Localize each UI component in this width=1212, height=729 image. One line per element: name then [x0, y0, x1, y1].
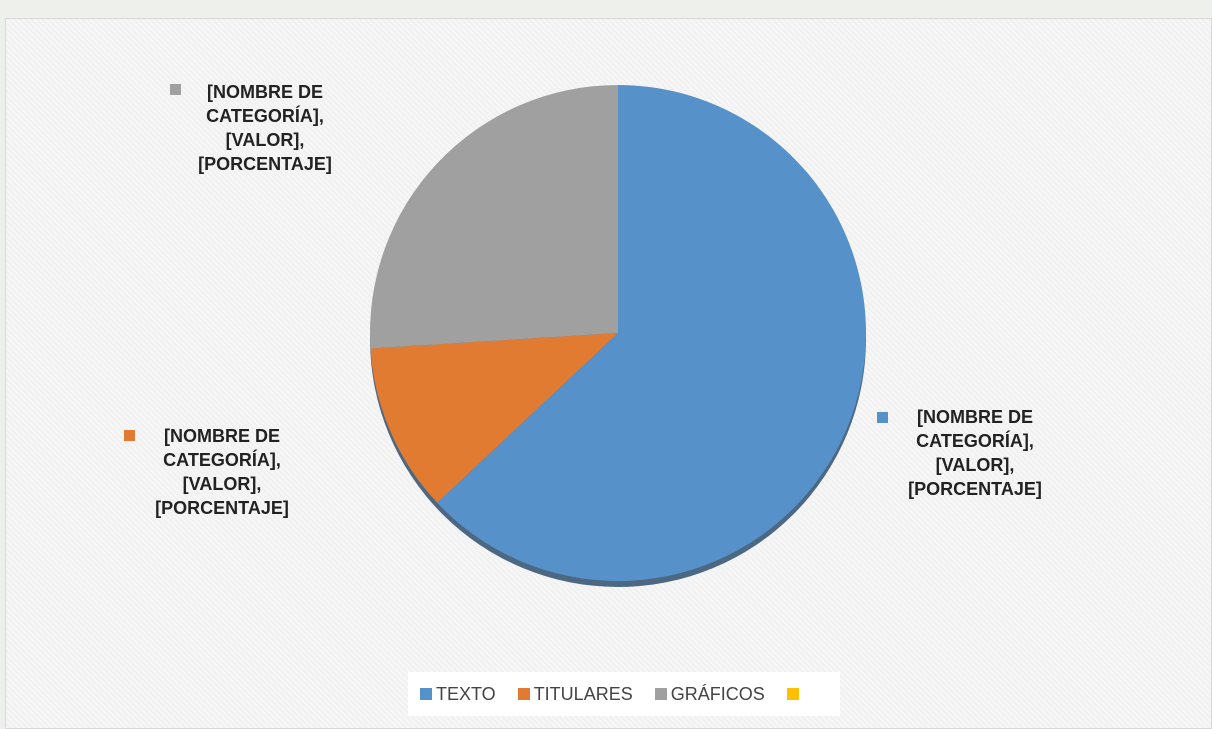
label-swatch [170, 84, 181, 95]
legend-swatch [420, 688, 432, 700]
legend-swatch [786, 688, 799, 700]
legend-label: TEXTO [436, 684, 496, 704]
legend-swatch [654, 688, 667, 700]
pie-slice [437, 85, 867, 581]
legend-label: TITULARES [533, 684, 633, 704]
legend-swatch [517, 688, 530, 700]
label-swatch [124, 430, 135, 441]
legend: TEXTO TITULARES GRÁFICOS [408, 672, 840, 716]
legend-label: GRÁFICOS [670, 684, 765, 704]
pie-slice [370, 85, 618, 349]
data-label: [NOMBRE DE CATEGORÍA], [VALOR], [PORCENT… [155, 426, 289, 518]
data-label: [NOMBRE DE CATEGORÍA], [VALOR], [PORCENT… [198, 82, 332, 174]
pie-slice [370, 333, 618, 503]
label-swatch [877, 412, 888, 423]
data-label: [NOMBRE DE CATEGORÍA], [VALOR], [PORCENT… [908, 407, 1042, 499]
